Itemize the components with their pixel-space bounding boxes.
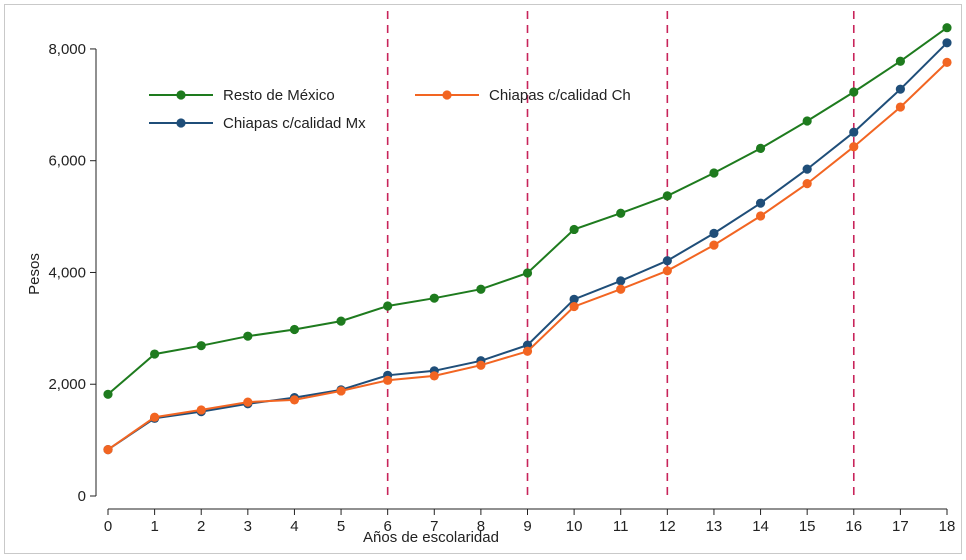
data-point-chiapas-c-calidad-ch	[616, 284, 626, 294]
data-point-chiapas-c-calidad-ch	[103, 445, 113, 455]
data-point-resto-de-m-xico	[522, 268, 533, 278]
data-point-resto-de-m-xico	[755, 143, 766, 154]
x-tick-label: 8	[477, 518, 485, 535]
x-tick-label: 11	[613, 518, 629, 535]
x-tick-label: 3	[244, 518, 252, 535]
x-tick-label: 0	[104, 518, 112, 535]
data-point-chiapas-c-calidad-mx	[942, 38, 952, 48]
y-tick-label: 6,000	[48, 153, 86, 170]
data-point-resto-de-m-xico	[849, 87, 859, 97]
x-tick-label: 4	[290, 518, 298, 535]
data-point-resto-de-m-xico	[429, 293, 439, 303]
data-point-resto-de-m-xico	[476, 284, 486, 294]
x-axis-title: Años de escolaridad	[363, 529, 499, 546]
data-point-chiapas-c-calidad-ch	[895, 102, 905, 112]
legend-label-resto-de-m-xico: Resto de México	[223, 87, 335, 104]
data-point-resto-de-m-xico	[662, 191, 672, 201]
data-point-resto-de-m-xico	[196, 341, 206, 351]
data-point-resto-de-m-xico	[802, 116, 812, 126]
data-point-chiapas-c-calidad-mx	[755, 198, 766, 208]
data-point-chiapas-c-calidad-ch	[476, 360, 486, 370]
y-tick-label: 0	[78, 488, 86, 505]
legend-marker-resto-de-m-xico	[176, 90, 186, 100]
x-tick-label: 7	[430, 518, 438, 535]
data-point-chiapas-c-calidad-mx	[709, 228, 719, 238]
data-point-resto-de-m-xico	[709, 168, 719, 178]
data-point-chiapas-c-calidad-ch	[150, 412, 160, 422]
data-point-chiapas-c-calidad-ch	[196, 405, 206, 415]
data-point-resto-de-m-xico	[150, 349, 160, 359]
data-point-chiapas-c-calidad-ch	[336, 386, 346, 396]
data-point-chiapas-c-calidad-ch	[802, 179, 812, 189]
x-tick-label: 10	[566, 518, 583, 535]
x-tick-label: 9	[523, 518, 531, 535]
data-point-resto-de-m-xico	[616, 208, 626, 218]
y-tick-label: 4,000	[48, 264, 86, 281]
x-tick-label: 17	[892, 518, 909, 535]
data-point-chiapas-c-calidad-mx	[802, 164, 812, 174]
chart-frame: 0 2,000 4,000 6,000 8,000 0 1 2 3 4 5 6 7 8 9 10 11 12 13 1…	[4, 4, 962, 554]
x-tick-label: 2	[197, 518, 205, 535]
series-group	[103, 23, 952, 455]
x-tick-label: 14	[752, 518, 769, 535]
data-point-resto-de-m-xico	[895, 56, 905, 66]
data-point-chiapas-c-calidad-mx	[895, 84, 905, 94]
data-point-resto-de-m-xico	[383, 301, 393, 311]
data-point-chiapas-c-calidad-ch	[755, 211, 766, 221]
data-point-resto-de-m-xico	[243, 331, 253, 341]
x-tick-label: 6	[383, 518, 391, 535]
data-point-chiapas-c-calidad-ch	[429, 371, 439, 381]
data-point-chiapas-c-calidad-ch	[383, 375, 393, 385]
x-tick-label: 18	[939, 518, 956, 535]
x-tick-label: 15	[799, 518, 816, 535]
data-point-chiapas-c-calidad-mx	[662, 256, 672, 266]
data-point-resto-de-m-xico	[289, 324, 300, 335]
data-point-chiapas-c-calidad-ch	[849, 142, 859, 152]
legend-marker-chiapas-c-calidad-mx	[176, 118, 186, 128]
data-point-resto-de-m-xico	[569, 224, 579, 235]
data-point-chiapas-c-calidad-ch	[243, 397, 253, 407]
y-axis-title: Pesos	[26, 253, 43, 295]
data-point-chiapas-c-calidad-ch	[569, 301, 579, 312]
y-tick-label: 2,000	[48, 376, 86, 393]
data-point-chiapas-c-calidad-mx	[849, 127, 859, 137]
data-point-chiapas-c-calidad-ch	[942, 57, 952, 67]
data-point-resto-de-m-xico	[336, 316, 346, 326]
x-tick-label: 13	[706, 518, 723, 535]
legend-label-chiapas-c-calidad-mx: Chiapas c/calidad Mx	[223, 115, 366, 132]
data-point-resto-de-m-xico	[942, 23, 952, 33]
legend-marker-chiapas-c-calidad-ch	[442, 90, 452, 100]
data-point-chiapas-c-calidad-ch	[289, 395, 300, 405]
data-point-chiapas-c-calidad-ch	[709, 240, 719, 250]
reference-lines	[386, 11, 855, 496]
x-tick-label: 16	[845, 518, 862, 535]
data-point-chiapas-c-calidad-ch	[522, 346, 533, 356]
data-point-chiapas-c-calidad-mx	[569, 294, 579, 304]
legend: Resto de México Chiapas c/calidad Mx Chiap…	[149, 87, 631, 132]
data-point-chiapas-c-calidad-mx	[616, 276, 626, 286]
x-tick-label: 1	[150, 518, 158, 535]
x-tick-label: 5	[337, 518, 345, 535]
legend-label-chiapas-c-calidad-ch: Chiapas c/calidad Ch	[489, 87, 631, 104]
y-tick-label: 8,000	[48, 41, 86, 58]
data-point-chiapas-c-calidad-ch	[662, 266, 672, 276]
data-point-resto-de-m-xico	[103, 389, 113, 399]
x-tick-label: 12	[659, 518, 676, 535]
